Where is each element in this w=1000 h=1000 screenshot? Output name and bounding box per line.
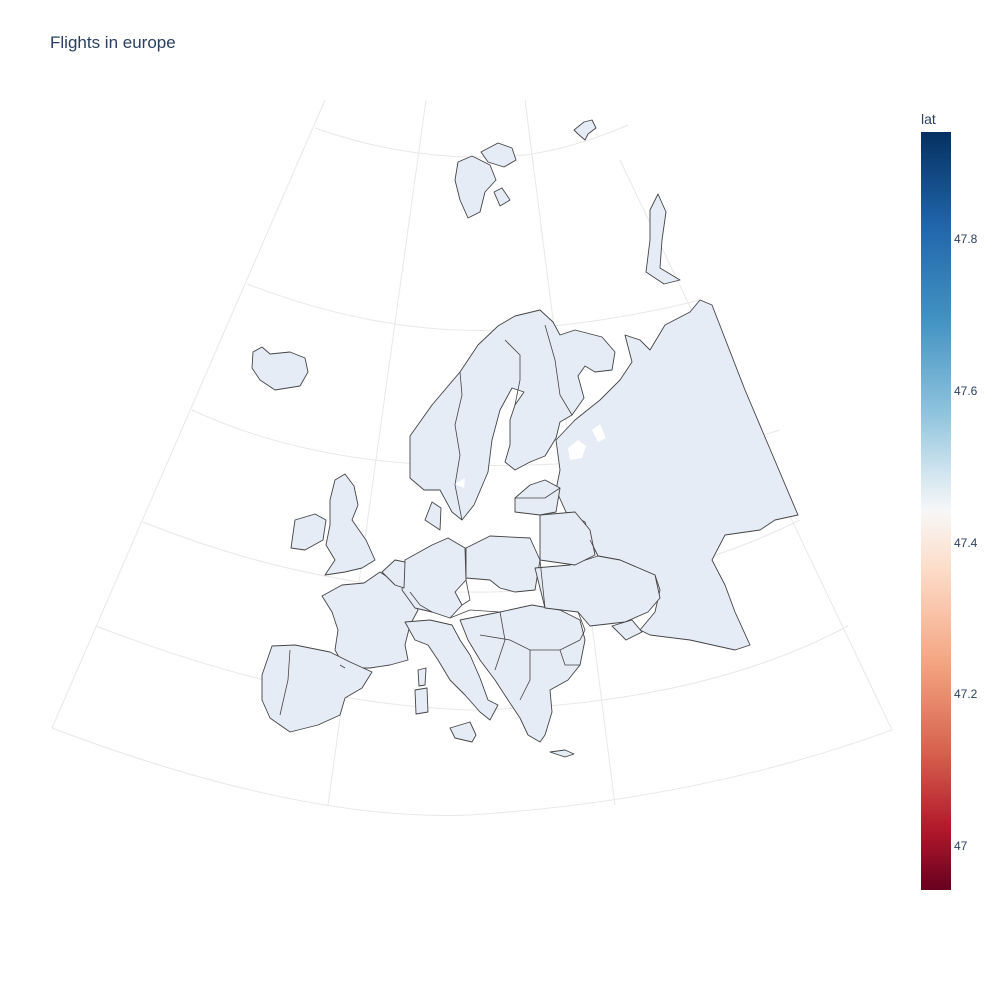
border-line [544,324,573,416]
chart-title: Flights in europe [50,33,176,52]
border-line [409,591,433,613]
sicily-shape [449,721,477,743]
poland-shape [465,535,541,593]
ukraine-shape [534,555,661,627]
border-line [577,611,586,641]
svalbard-shape [493,187,511,207]
crimea-shape [611,619,643,641]
colorbar-tick-label: 47 [954,839,968,853]
balkans-shape [459,604,586,743]
parallel-line [95,625,849,711]
ireland-shape [290,513,327,551]
border-line [449,609,501,619]
baltics-shape [514,479,561,516]
lake-vanern [455,478,465,488]
land-shapes [251,119,799,758]
colorbar-tick-label: 47.8 [954,232,978,246]
meridian-line [51,99,326,729]
italy-shape [404,619,499,721]
iceland-shape [251,346,309,391]
border-line [279,649,291,716]
border-line [539,559,546,609]
country-borders [279,324,599,716]
svalbard-shape [480,142,517,168]
corsica-shape [417,667,427,687]
border-line [515,487,561,499]
border-line [589,539,599,557]
scandinavia-shape [409,309,616,521]
lake-onega [592,424,606,442]
crete-shape [549,749,575,758]
franz-josef-land-shape [573,119,597,141]
europe-map[interactable] [0,0,900,1000]
parallel-line [51,727,893,816]
colorbar-tick-label: 47.4 [954,536,978,550]
border-line [494,611,506,671]
svalbard-shape [454,155,497,219]
colorbar-title: lat [921,111,936,127]
border-line [504,339,521,406]
sardinia-shape [414,687,429,715]
lakes [455,424,606,488]
border-line [519,650,531,701]
border-line [559,649,580,666]
border-line [339,664,346,669]
parallel-line [246,283,701,331]
border-line [454,371,463,521]
novaya-zemlya-shape [645,193,681,285]
benelux-shape [381,559,406,589]
denmark-shape [424,501,442,531]
colorbar-tick-label: 47.6 [954,384,978,398]
france-shape [321,571,419,669]
germany-shape [401,537,467,619]
colorbar-gradient [921,132,951,890]
border-line [461,579,471,606]
colorbar-tick-label: 47.2 [954,687,978,701]
iberia-shape [261,644,373,733]
lake-ladoga [568,440,586,460]
uk-shape [324,473,376,576]
